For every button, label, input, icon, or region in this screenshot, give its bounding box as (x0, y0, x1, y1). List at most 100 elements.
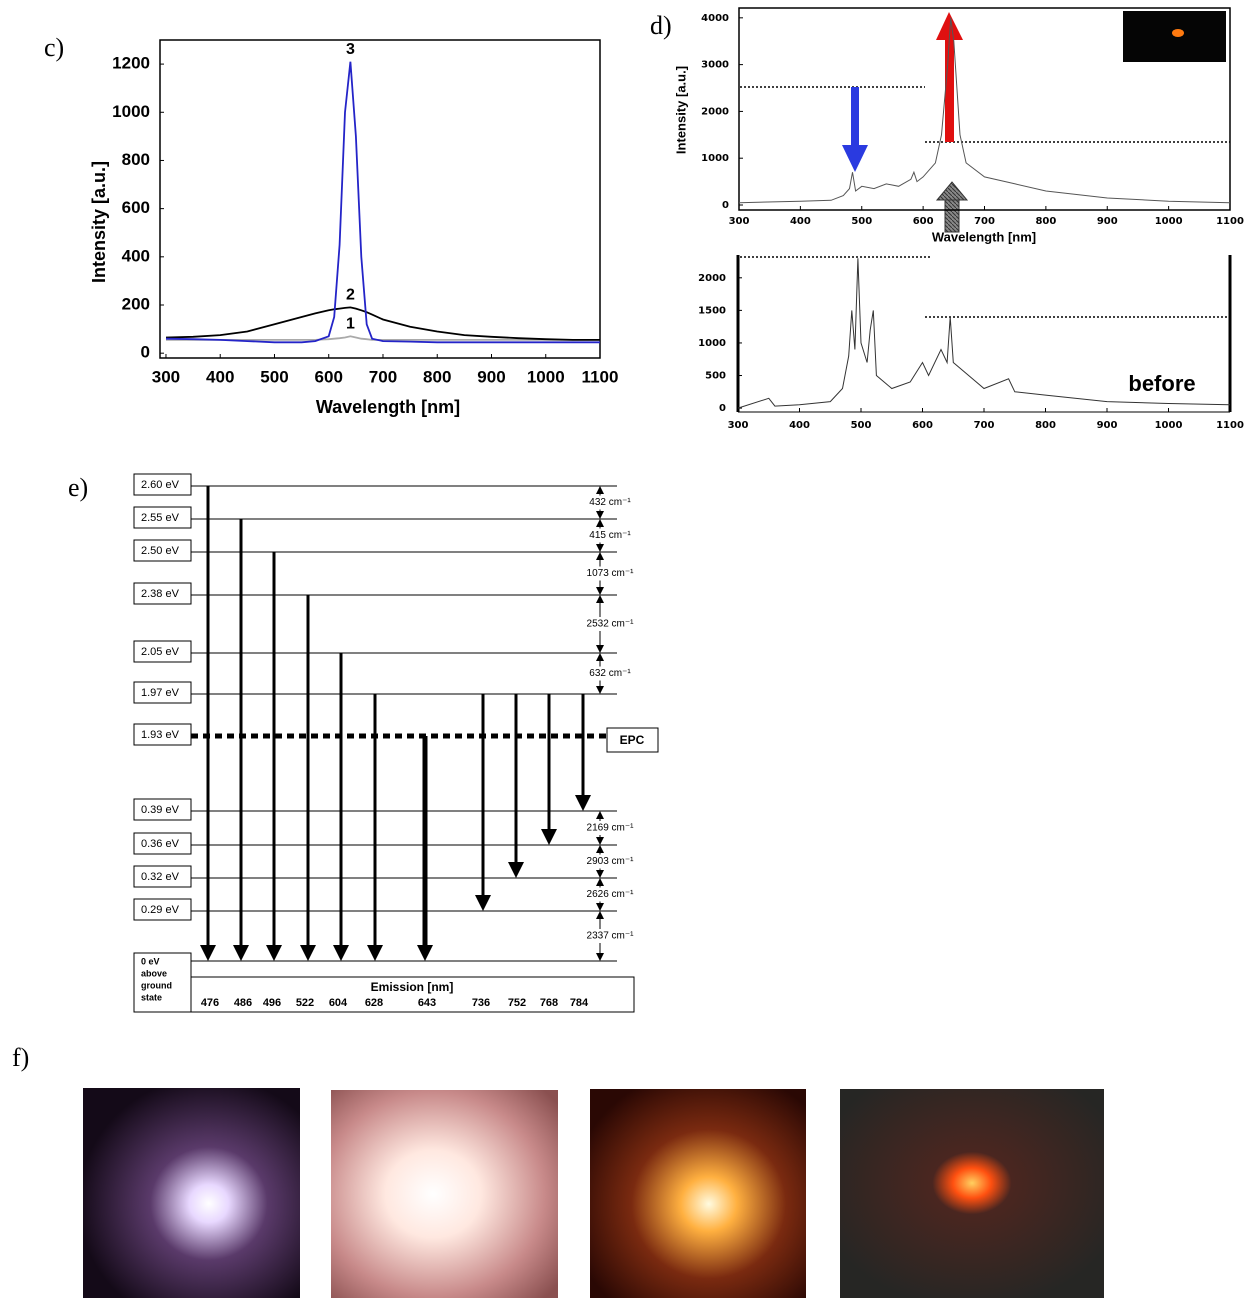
gap-label: 1073 cm⁻¹ (587, 568, 635, 579)
emission-label: 643 (418, 997, 436, 1009)
series-line (166, 335, 600, 341)
emission-label: 476 (201, 997, 219, 1009)
level-label: 2.05 eV (141, 646, 180, 658)
x-tick-label: 600 (912, 420, 933, 431)
arrow-head (417, 945, 433, 961)
panel-label: e) (68, 473, 88, 502)
x-tick-label: 800 (1035, 420, 1056, 431)
series-line (738, 17, 1231, 204)
y-tick-label: 400 (122, 246, 150, 265)
gap-label: 632 cm⁻¹ (589, 668, 631, 679)
ground-label: 0 eV (141, 956, 160, 966)
level-label: 0.39 eV (141, 804, 180, 816)
series-line (165, 61, 600, 344)
x-tick-label: 700 (974, 216, 995, 227)
y-axis-label: Intensity [a.u.] (89, 161, 109, 283)
x-tick-label: 1100 (1216, 420, 1244, 431)
emission-box (190, 976, 635, 1013)
panel-label: d) (650, 11, 672, 40)
emission-label: 486 (234, 997, 252, 1009)
gap-label-bg (580, 528, 636, 543)
y-tick-label: 800 (122, 150, 150, 169)
plot-frame (159, 39, 601, 359)
x-tick-label: 400 (206, 367, 234, 386)
photo (590, 1089, 806, 1298)
emission-label: 628 (365, 997, 383, 1009)
series-line (165, 306, 600, 341)
emission-label: 604 (329, 997, 348, 1009)
emission-label: 752 (508, 997, 526, 1009)
y-tick-label: 0 (719, 403, 726, 414)
ground-label: ground (141, 980, 172, 990)
arrow-head (596, 595, 604, 603)
arrow-head (266, 945, 282, 961)
photo (83, 1088, 300, 1298)
arrow-head (596, 511, 604, 519)
x-tick-label: 500 (851, 420, 872, 431)
x-axis-label: Wavelength [nm] (932, 229, 1036, 244)
x-tick-label: 1000 (1155, 216, 1183, 227)
panel-label: c) (44, 33, 64, 62)
y-axis-label: Intensity [a.u.] (673, 66, 688, 154)
x-tick-label: 400 (789, 420, 810, 431)
photo (331, 1090, 558, 1298)
level-label: 0.36 eV (141, 838, 180, 850)
photo (840, 1089, 1104, 1298)
x-tick-label: 600 (315, 367, 343, 386)
arrow-head (475, 895, 491, 911)
arrow-head (367, 945, 383, 961)
epc-label: EPC (620, 733, 645, 747)
gap-label: 2337 cm⁻¹ (587, 931, 635, 942)
gap-label-bg (580, 666, 636, 681)
emission-label: 784 (570, 997, 589, 1009)
y-tick-label: 1500 (698, 305, 726, 316)
arrow-head (508, 862, 524, 878)
emission-label: 496 (263, 997, 281, 1009)
x-tick-label: 500 (851, 216, 872, 227)
level-box (133, 582, 192, 605)
panel-label: f) (12, 1043, 29, 1072)
x-tick-label: 1100 (1216, 216, 1244, 227)
x-tick-label: 800 (423, 367, 451, 386)
gap-label-bg (580, 854, 636, 869)
gap-label-bg (580, 617, 636, 631)
gap-label-bg (580, 495, 636, 510)
x-tick-label: 900 (1097, 216, 1118, 227)
x-axis-label: Wavelength [nm] (316, 397, 460, 417)
arrow-head (596, 878, 604, 886)
gap-label: 2903 cm⁻¹ (587, 856, 635, 867)
x-tick-label: 1000 (527, 367, 565, 386)
level-box (133, 865, 192, 888)
x-tick-label: 800 (1035, 216, 1056, 227)
series-label: 2 (346, 287, 355, 304)
gap-label: 2532 cm⁻¹ (587, 619, 635, 630)
series-line (737, 258, 1231, 409)
x-tick-label: 300 (729, 216, 750, 227)
y-tick-label: 3000 (701, 60, 729, 71)
y-tick-label: 500 (705, 371, 726, 382)
arrow-head (596, 552, 604, 560)
x-tick-label: 600 (913, 216, 934, 227)
x-tick-label: 1000 (1155, 420, 1183, 431)
ground-box (133, 952, 192, 1013)
arrow-head (596, 519, 604, 527)
level-label: 2.38 eV (141, 588, 180, 600)
gap-label-bg (580, 821, 636, 835)
y-tick-label: 1000 (701, 153, 729, 164)
x-tick-label: 700 (974, 420, 995, 431)
level-label: 2.55 eV (141, 512, 180, 524)
level-box (133, 640, 192, 663)
y-tick-label: 1000 (698, 338, 726, 349)
y-tick-label: 0 (141, 343, 150, 362)
arrow-head (333, 945, 349, 961)
arrow-head (596, 837, 604, 845)
gap-label-bg (580, 887, 636, 902)
x-tick-label: 1100 (582, 367, 619, 386)
arrow-head (541, 829, 557, 845)
arrow-head (596, 845, 604, 853)
level-box (133, 723, 192, 746)
y-tick-label: 2000 (698, 273, 726, 284)
level-box (133, 473, 192, 496)
level-label: 0.29 eV (141, 904, 180, 916)
